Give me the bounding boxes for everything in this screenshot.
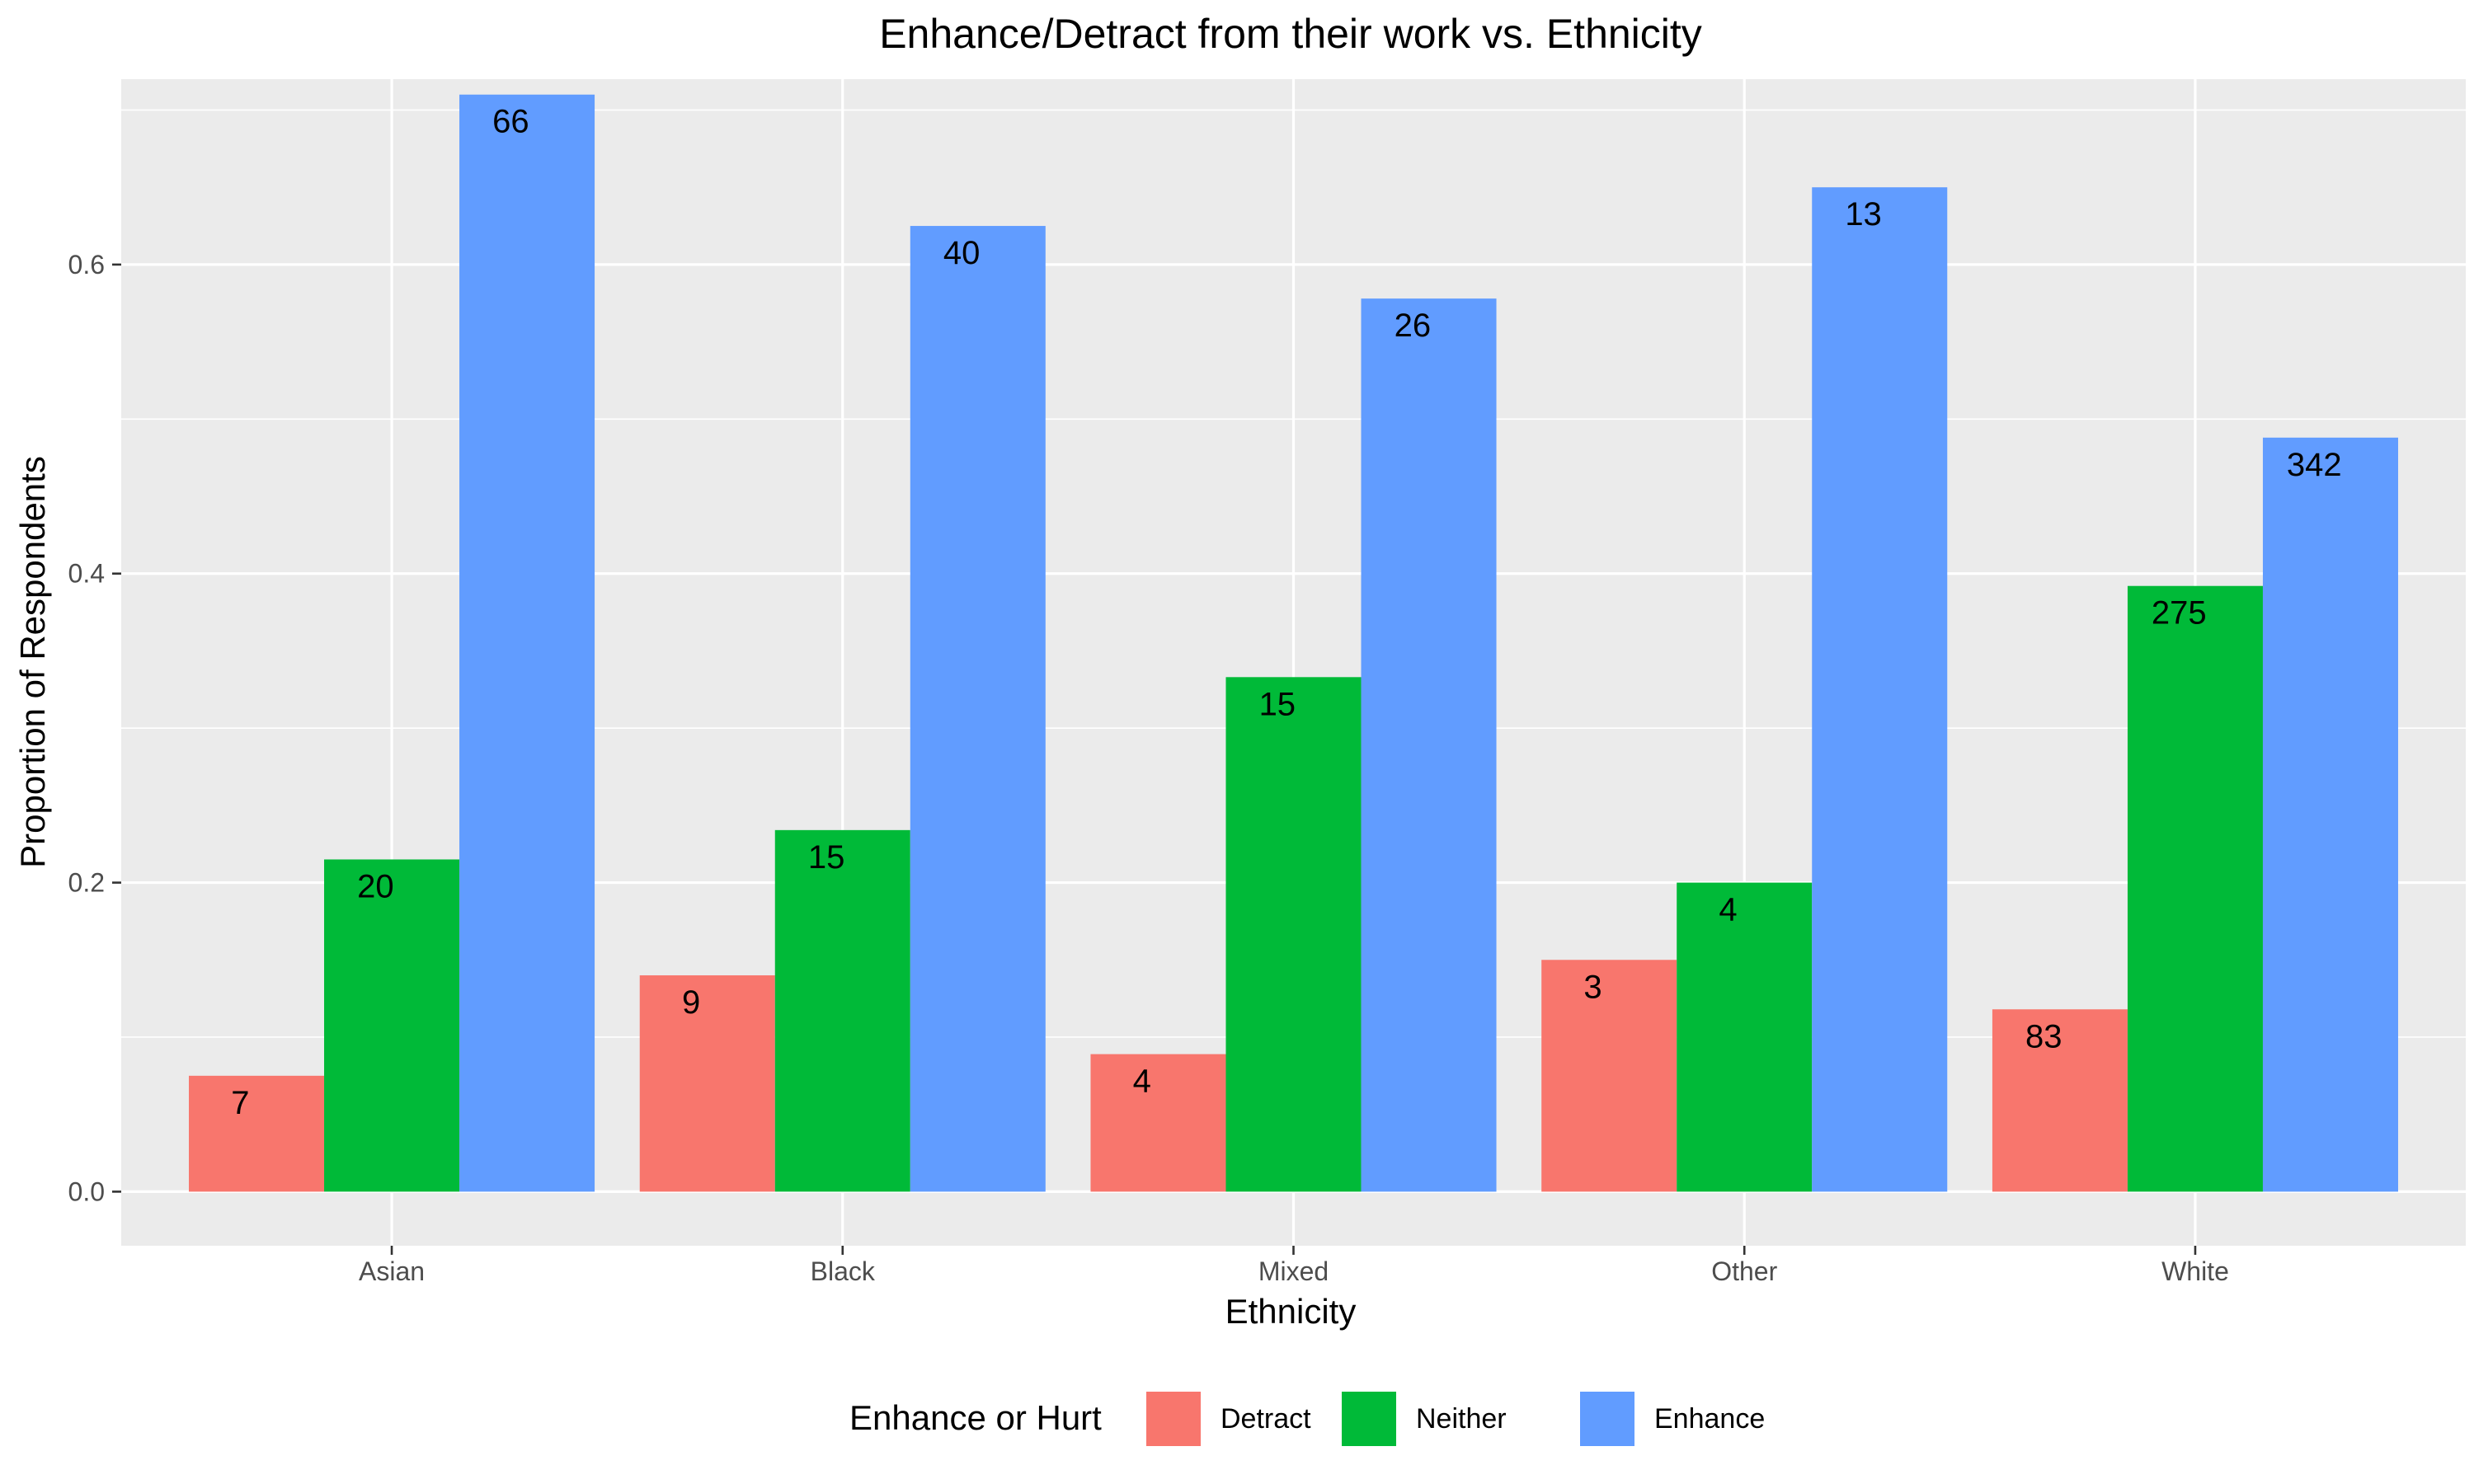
y-tick-label: 0.0	[68, 1176, 105, 1206]
x-tick-label: Mixed	[1258, 1256, 1329, 1286]
bar-enhance-asian	[459, 94, 595, 1192]
x-tick-label: Asian	[359, 1256, 425, 1286]
bar-detract-mixed	[1090, 1054, 1226, 1192]
x-axis-title: Ethnicity	[1225, 1292, 1357, 1331]
legend-key-enhance	[1580, 1392, 1634, 1446]
bar-neither-mixed	[1225, 677, 1362, 1192]
x-tick-label: Other	[1711, 1256, 1777, 1286]
legend-label-detract: Detract	[1221, 1403, 1311, 1435]
bar-value-label: 20	[357, 868, 394, 904]
bar-value-label: 66	[492, 104, 529, 140]
bar-neither-black	[774, 829, 910, 1192]
bar-value-label: 4	[1133, 1064, 1151, 1100]
bar-value-label: 4	[1719, 892, 1737, 928]
legend-key-detract	[1146, 1392, 1201, 1446]
bar-value-label: 15	[808, 839, 845, 876]
bar-value-label: 26	[1395, 308, 1432, 344]
x-tick-label: White	[2161, 1256, 2229, 1286]
y-axis-title: Proportion of Respondents	[13, 456, 52, 868]
bar-detract-other	[1541, 960, 1677, 1192]
legend-items: Detract Neither Enhance	[1146, 1392, 1765, 1446]
bar-detract-white	[1992, 1009, 2128, 1192]
bar-enhance-other	[1812, 187, 1948, 1192]
bar-value-label: 9	[682, 984, 700, 1021]
legend-label-enhance: Enhance	[1654, 1403, 1765, 1435]
bar-labels-layer: 7 9 4 3 83 20 15 15 4 275 66 40 26 13 342	[231, 104, 2341, 1121]
y-tick-label: 0.4	[68, 559, 105, 589]
bars-layer	[189, 94, 2398, 1192]
bar-neither-white	[2127, 585, 2263, 1192]
bar-value-label: 342	[2287, 447, 2342, 483]
legend-label-neither: Neither	[1416, 1403, 1507, 1435]
bar-value-label: 15	[1259, 686, 1296, 722]
legend-key-neither	[1342, 1392, 1396, 1446]
bar-neither-asian	[324, 859, 460, 1192]
x-tick-label: Black	[811, 1256, 876, 1286]
bar-value-label: 13	[1845, 196, 1882, 232]
bar-value-label: 275	[2152, 595, 2207, 632]
chart-title: Enhance/Detract from their work vs. Ethn…	[879, 11, 1702, 57]
bar-enhance-white	[2262, 437, 2398, 1192]
y-tick-label: 0.6	[68, 250, 105, 279]
bar-enhance-black	[910, 226, 1046, 1192]
bar-neither-other	[1677, 882, 1813, 1192]
legend: Enhance or Hurt Detract Neither Enhance	[849, 1392, 1765, 1446]
bar-value-label: 3	[1583, 969, 1602, 1005]
x-axis: Asian Black Mixed Other White	[359, 1246, 2229, 1286]
bar-detract-black	[639, 975, 775, 1192]
bar-value-label: 83	[2025, 1018, 2062, 1054]
bar-value-label: 40	[943, 235, 981, 271]
bar-detract-asian	[189, 1075, 325, 1192]
bar-enhance-mixed	[1361, 298, 1497, 1192]
y-tick-label: 0.2	[68, 868, 105, 898]
legend-title: Enhance or Hurt	[849, 1398, 1102, 1437]
bar-value-label: 7	[231, 1085, 249, 1121]
y-axis: 0.0 0.2 0.4 0.6	[68, 250, 121, 1206]
